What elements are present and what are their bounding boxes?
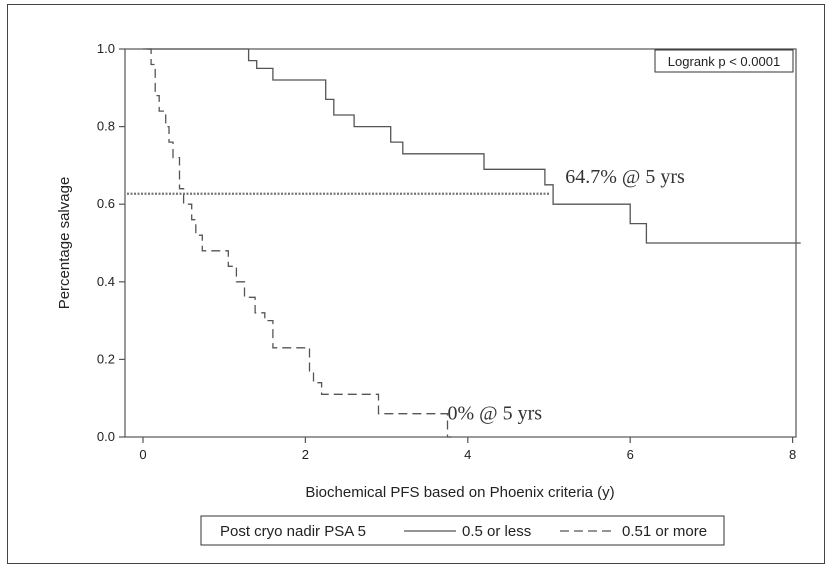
x-tick-label: 0: [139, 447, 146, 462]
figure-frame: [7, 4, 825, 564]
logrank-text: Logrank p < 0.0001: [668, 54, 780, 69]
x-tick-label: 2: [302, 447, 309, 462]
legend-entry-1: 0.51 or more: [622, 523, 707, 540]
annotation-1: 0% @ 5 yrs: [448, 403, 543, 425]
series-0-curve: [143, 48, 801, 244]
series-1-curve: [147, 48, 452, 438]
y-tick-label: 0.4: [97, 274, 115, 289]
y-tick-label: 0.2: [97, 351, 115, 366]
y-tick-label: 0.8: [97, 119, 115, 134]
y-tick-label: 0.6: [97, 196, 115, 211]
x-tick-label: 8: [789, 447, 796, 462]
y-tick-label: 0.0: [97, 429, 115, 444]
annotation-0: 64.7% @ 5 yrs: [565, 166, 685, 188]
x-tick-label: 6: [627, 447, 634, 462]
legend-title: Post cryo nadir PSA 5: [220, 523, 366, 540]
y-axis-label: Percentage salvage: [56, 177, 73, 310]
legend: Post cryo nadir PSA 5 0.5 or less 0.51 o…: [200, 515, 725, 546]
logrank-box: Logrank p < 0.0001: [654, 49, 794, 73]
legend-entry-0: 0.5 or less: [462, 523, 531, 540]
x-axis-label: Biochemical PFS based on Phoenix criteri…: [305, 484, 614, 501]
x-tick-label: 4: [464, 447, 471, 462]
y-tick-label: 1.0: [97, 41, 115, 56]
